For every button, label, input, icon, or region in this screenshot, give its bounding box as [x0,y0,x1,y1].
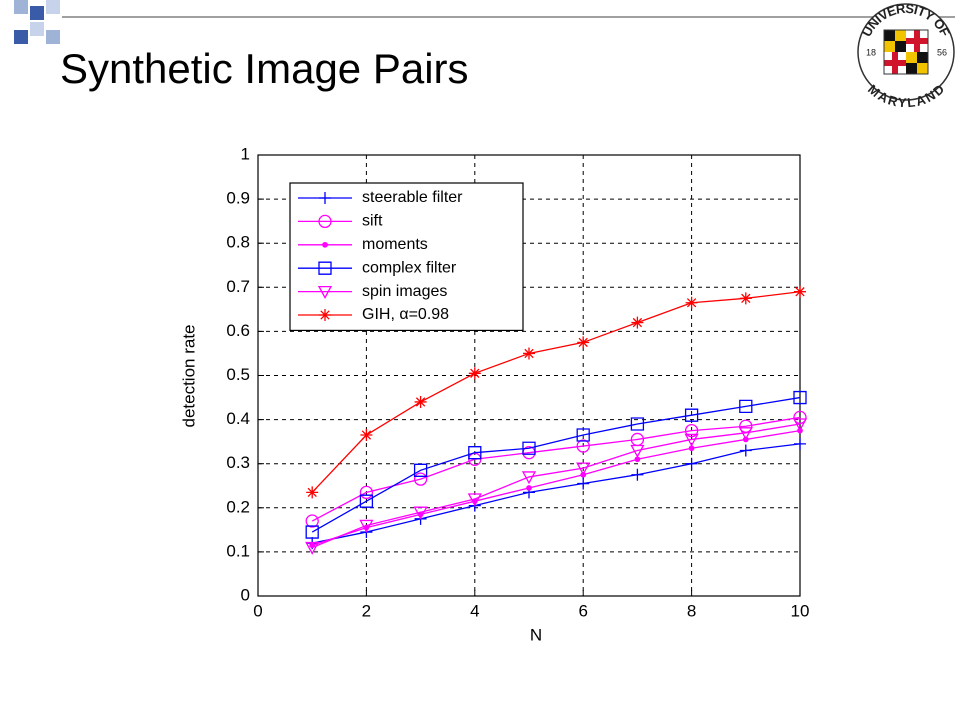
series-line [311,423,801,549]
template-decoration [14,0,955,44]
marker [305,541,320,555]
y-tick-label: 0.8 [226,233,250,252]
y-tick-label: 0.5 [226,365,250,384]
series [306,285,806,499]
marker [523,347,535,360]
legend-marker [322,241,328,248]
chart: N detection rate 0 0.1 0.2 0.3 0.4 0.5 0.6 0.7 0… [179,144,809,644]
marker [413,472,428,486]
marker [576,462,591,476]
marker [792,418,808,432]
series [305,418,808,555]
y-tick-label: 0.9 [226,189,250,208]
x-tick-label: 0 [253,601,262,620]
slide-title: Synthetic Image Pairs [60,45,469,92]
marker [360,429,373,442]
marker [305,525,319,539]
series-line [311,291,801,493]
y-tick-label: 1 [241,144,250,163]
y-tick-label: 0.1 [226,541,250,560]
y-tick-label: 0.3 [226,453,250,472]
series [305,390,807,539]
y-tick-label: 0.2 [226,497,250,516]
marker [739,444,752,457]
marker [359,494,374,508]
marker [522,441,536,455]
y-axis-label: detection rate [179,324,198,427]
marker [634,456,641,463]
marker [739,292,752,305]
legend-marker [318,214,332,229]
marker [738,427,753,441]
legend-marker [317,285,333,299]
marker [359,519,374,533]
x-tick-label: 10 [791,601,810,620]
legend-label: spin images [362,283,447,300]
deco-square [14,30,28,44]
marker [685,457,698,470]
marker [467,493,482,507]
x-tick-label: 2 [362,601,371,620]
legend: steerable filter sift moments complex filte… [289,182,524,331]
marker [685,296,698,309]
marker [630,417,645,431]
x-tick-label: 4 [470,601,479,620]
marker [468,446,482,460]
marker [306,486,319,499]
legend-marker [319,309,331,321]
legend-label: GIH, α=0.98 [362,306,449,323]
deco-square [46,0,60,14]
marker [739,399,753,414]
y-tick-label: 0.6 [226,321,250,340]
marker [630,432,645,447]
legend-label: moments [362,236,428,253]
marker [688,445,695,452]
marker [794,437,806,450]
marker [794,285,806,298]
marker [684,423,699,438]
marker [684,433,699,447]
deco-square [46,30,60,44]
marker [630,444,645,458]
logo-shield [883,29,929,75]
deco-square [30,6,44,20]
legend-box [289,182,524,331]
y-tick-label: 0.4 [226,409,250,428]
series-line [312,443,801,544]
legend-marker [319,192,331,204]
legend-label: steerable filter [362,189,463,206]
logo-year: 56 [937,47,947,57]
logo: UNIVERSITY OF MARYLAND 18 56 [857,1,955,111]
series-line [311,429,801,546]
y-tick-label: 0 [241,585,250,604]
x-tick-label: 8 [687,601,696,620]
marker [414,395,427,408]
marker [413,463,428,477]
marker [684,408,699,422]
marker [521,471,537,485]
marker [793,390,807,405]
legend-label: complex filter [362,259,457,276]
series-line [311,396,801,533]
marker [631,316,644,329]
x-axis-label: N [530,625,542,644]
marker [413,506,428,520]
plot-frame [257,154,801,597]
deco-square [30,22,44,36]
deco-square [14,0,28,14]
marker [468,367,481,380]
legend-marker [318,261,332,275]
marker [577,336,590,349]
marker [526,485,532,491]
marker [576,428,590,442]
y-tick-label: 0.7 [226,277,250,296]
logo-year: 18 [866,47,876,57]
marker [631,468,644,481]
marker [577,477,590,490]
marker [359,485,374,500]
legend-label: sift [362,213,383,230]
x-tick-label: 6 [578,601,587,620]
